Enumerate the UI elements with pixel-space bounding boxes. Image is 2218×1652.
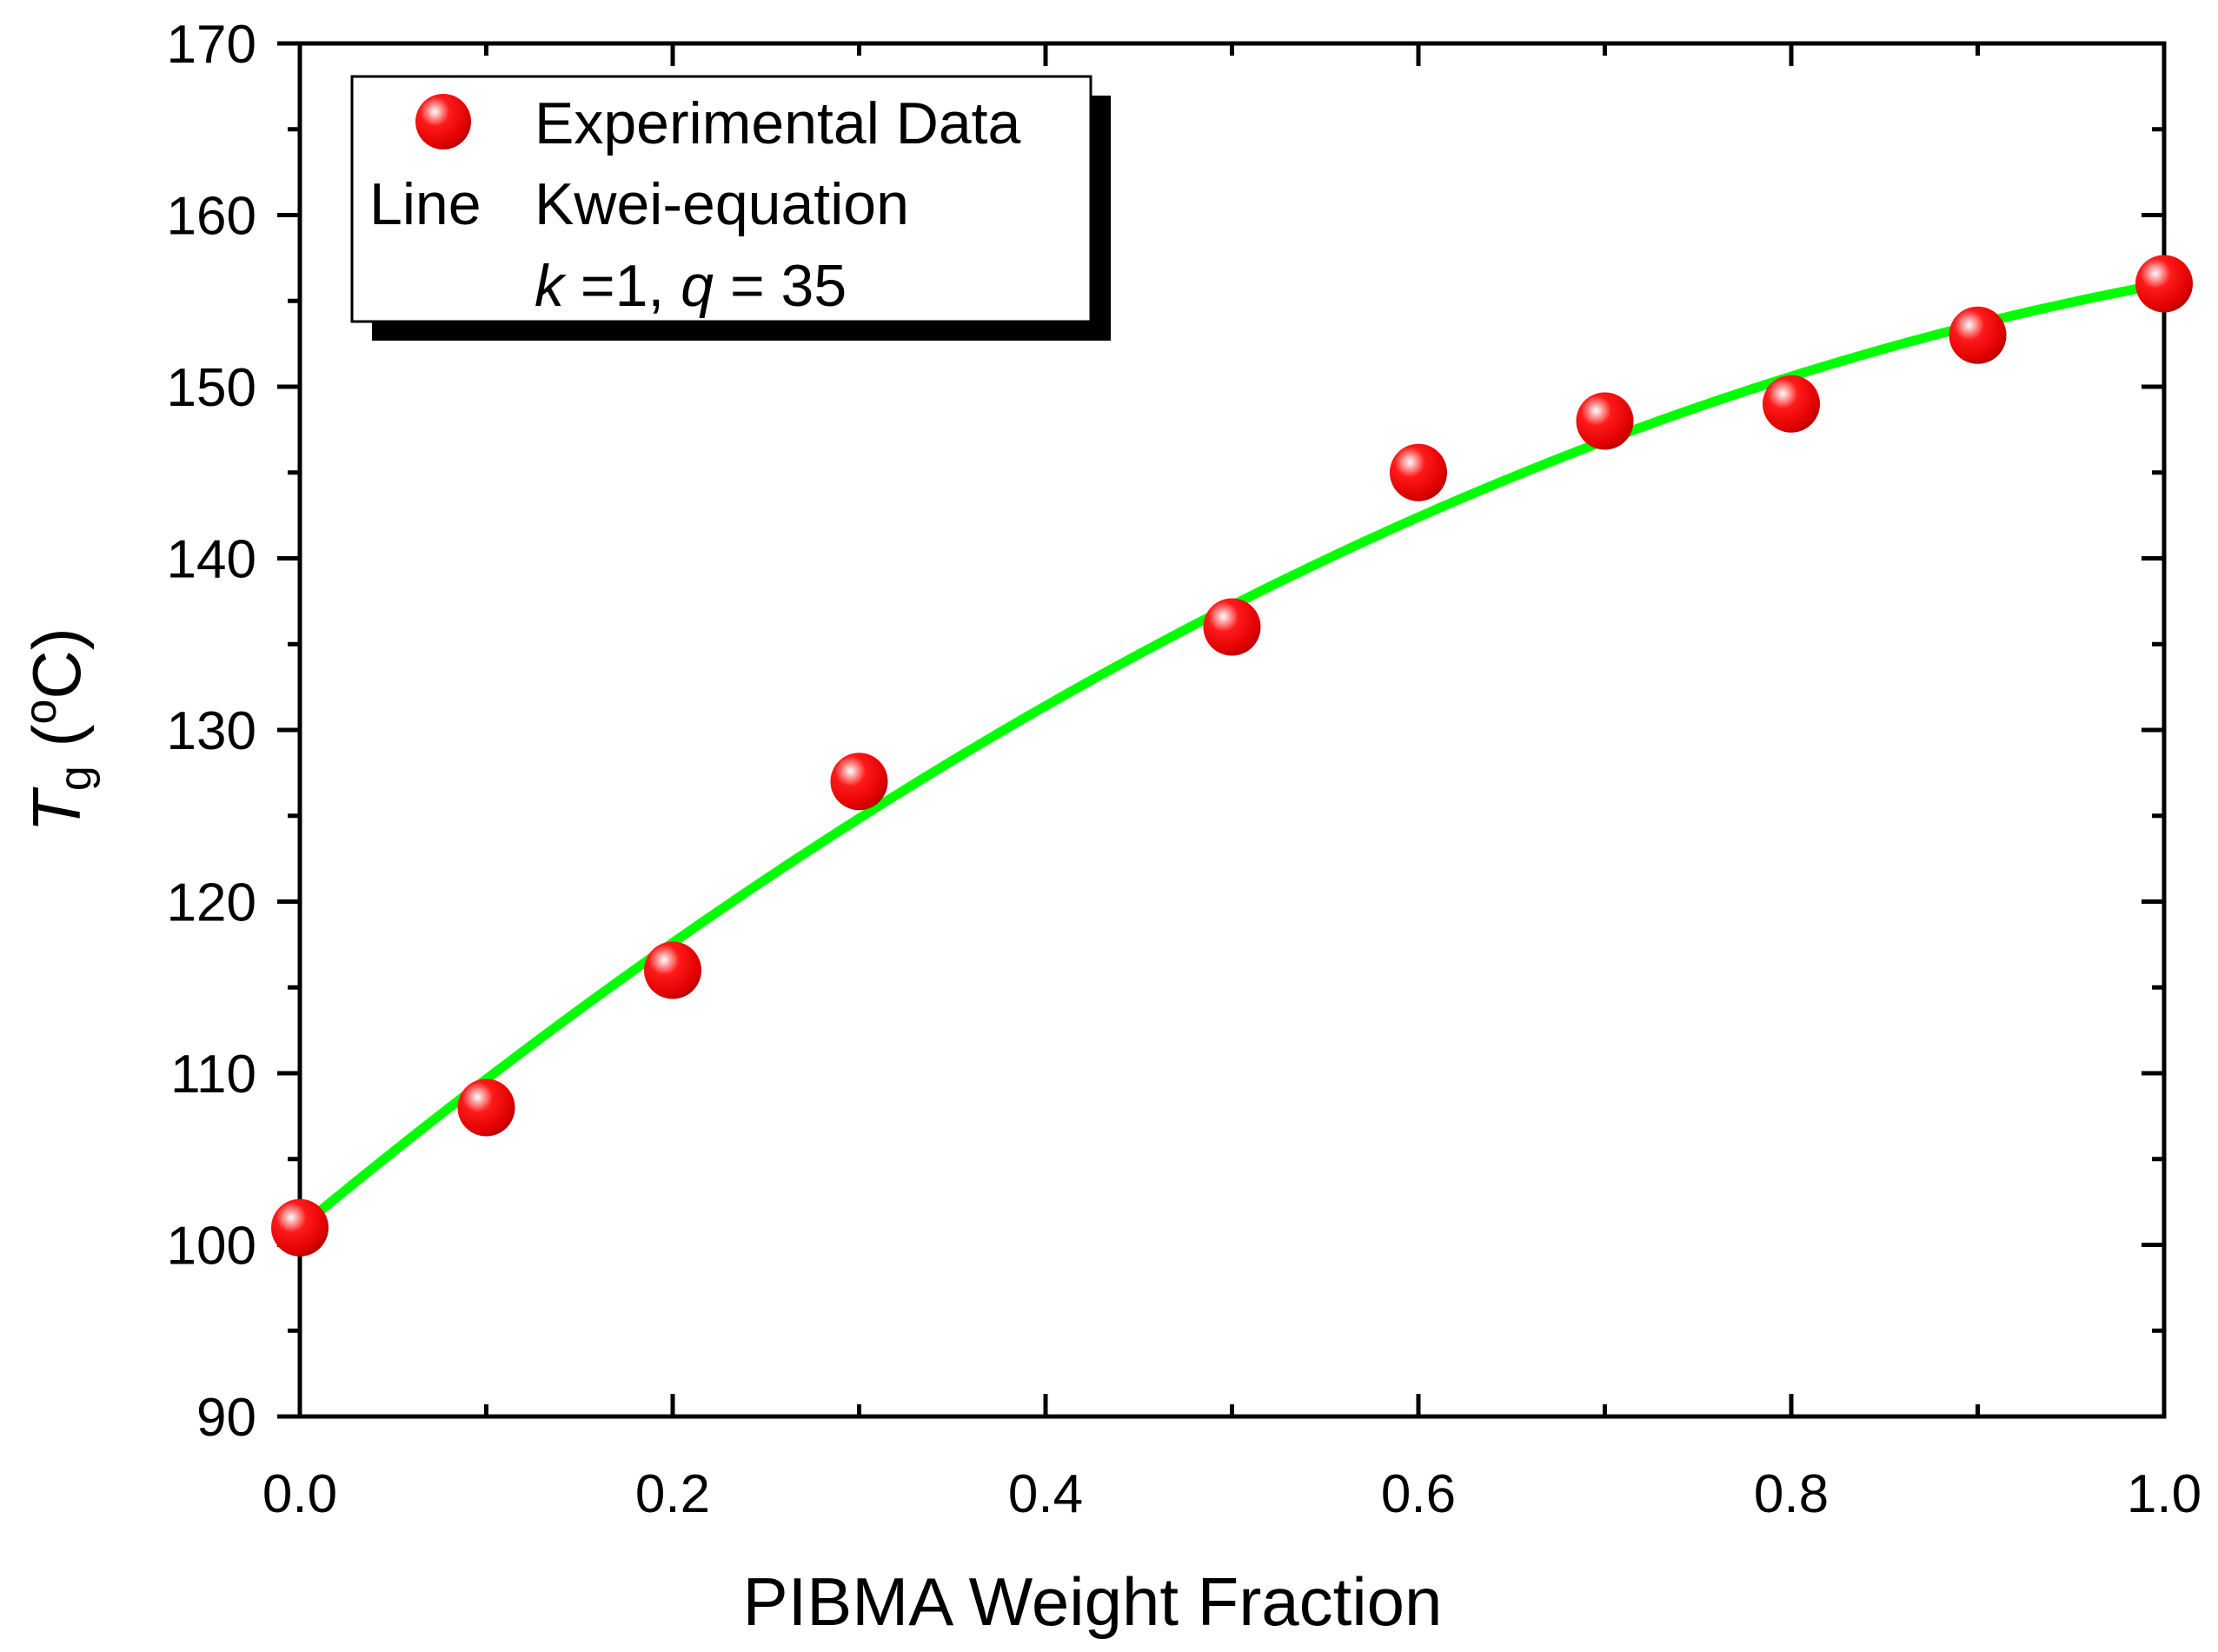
- legend-line-label: Kwei-equation: [535, 171, 909, 237]
- data-point: [2135, 255, 2193, 313]
- data-point: [271, 1198, 329, 1257]
- y-axis-title-subscript: g: [50, 766, 101, 791]
- data-point: [1576, 392, 1634, 450]
- x-tick-label: 0.4: [1008, 1464, 1083, 1524]
- legend-param-q-symbol: q: [681, 253, 714, 319]
- kwei-fit-line: [296, 279, 2166, 1231]
- y-axis-title-degree: o: [16, 700, 66, 725]
- x-tick-label: 0.6: [1381, 1464, 1456, 1524]
- x-axis-title: PIBMA Weight Fraction: [743, 1563, 1443, 1640]
- y-axis-title-unit: C): [18, 627, 95, 699]
- data-point: [1763, 375, 1820, 433]
- y-tick-label: 160: [167, 187, 256, 247]
- y-axis-title-open: (: [18, 724, 95, 766]
- x-tick-label: 0.2: [635, 1464, 710, 1524]
- legend-param-q-text: = 35: [714, 253, 847, 319]
- legend-marker: [415, 94, 471, 149]
- data-point: [1390, 443, 1447, 501]
- data-point: [457, 1078, 515, 1137]
- data-point: [830, 753, 888, 811]
- y-tick-label: 100: [167, 1217, 256, 1277]
- x-tick-label: 0.0: [262, 1464, 337, 1524]
- y-tick-label: 130: [167, 701, 256, 761]
- y-tick-label: 90: [196, 1388, 256, 1448]
- y-axis-title-symbol: T: [18, 786, 95, 833]
- y-tick-label: 170: [167, 15, 256, 75]
- y-axis-title: Tg (oC): [16, 627, 101, 832]
- y-tick-label: 150: [167, 358, 256, 418]
- x-tick-label: 0.8: [1754, 1464, 1829, 1524]
- legend-marker-label: Experimental Data: [535, 90, 1021, 156]
- axis-ticks: [277, 41, 2167, 1419]
- legend: Experimental Data Line Kwei-equation k =…: [350, 75, 1111, 341]
- data-point: [1949, 306, 2007, 364]
- legend-box: [350, 75, 1092, 323]
- data-point: [644, 941, 701, 999]
- data-point: [1203, 598, 1261, 656]
- y-tick-label: 110: [170, 1045, 256, 1105]
- y-tick-label: 120: [167, 873, 256, 933]
- experimental-data-markers: [271, 255, 2193, 1257]
- legend-param-k-text: =1,: [564, 253, 681, 319]
- y-tick-label: 140: [167, 530, 256, 590]
- legend-line-prefix: Line: [369, 171, 481, 237]
- axis-tick-labels: 0.0 0.2 0.4 0.6 0.8 1.0 90 100 110 120 130 140 150 16…: [167, 15, 2202, 1524]
- legend-params: k =1, q = 35: [535, 253, 847, 319]
- legend-param-k-symbol: k: [535, 253, 567, 319]
- x-tick-label: 1.0: [2127, 1464, 2201, 1524]
